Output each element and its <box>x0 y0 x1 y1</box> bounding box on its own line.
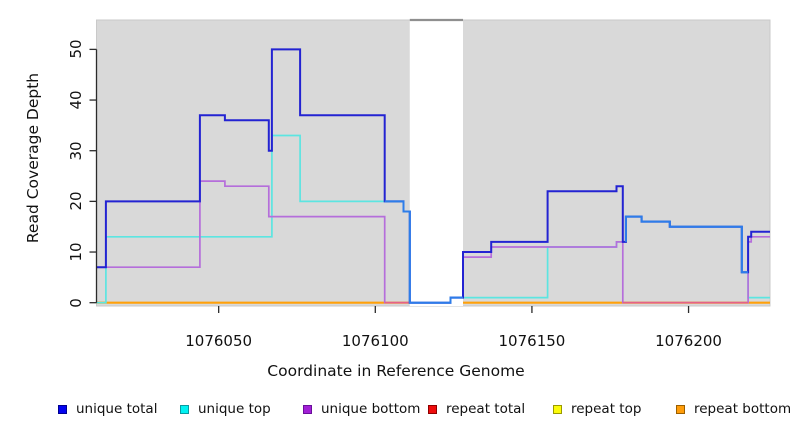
legend-swatch-repeat-total <box>428 404 437 414</box>
legend-swatch-repeat-top <box>553 404 562 414</box>
x-tick-label: 1076200 <box>655 332 722 350</box>
x-tick-label: 1076100 <box>341 332 409 350</box>
y-tick-label: 40 <box>67 90 85 110</box>
legend-item-repeat-total: repeat total <box>428 401 526 417</box>
x-axis-title: Coordinate in Reference Genome <box>267 362 525 380</box>
legend-swatch-unique-total <box>58 404 67 414</box>
legend-label: unique bottom <box>321 401 421 417</box>
masked-region <box>409 19 464 306</box>
legend-item-unique-top: unique top <box>180 401 271 417</box>
overlap-total-top <box>624 215 749 274</box>
legend-label: unique top <box>198 401 271 417</box>
legend-swatch-repeat-bottom <box>676 404 685 414</box>
legend-swatch-unique-bottom <box>303 404 312 414</box>
legend-label: repeat bottom <box>694 401 792 417</box>
legend-item-repeat-top: repeat top <box>553 401 642 417</box>
legend-item-repeat-bottom: repeat bottom <box>676 401 792 417</box>
overlap-total-top <box>384 200 463 304</box>
y-tick-label: 10 <box>67 242 85 262</box>
legend-label: repeat top <box>571 401 642 417</box>
y-axis-title: Read Coverage Depth <box>24 72 42 244</box>
y-tick-label: 0 <box>67 297 85 308</box>
x-tick-label: 1076150 <box>498 332 566 350</box>
y-tick-label: 30 <box>67 141 85 161</box>
legend-label: unique total <box>76 401 158 417</box>
y-tick-label: 20 <box>67 191 85 211</box>
legend-item-unique-bottom: unique bottom <box>303 401 421 417</box>
x-tick-label: 1076050 <box>185 332 253 350</box>
legend-label: repeat total <box>446 401 526 417</box>
y-tick-label: 50 <box>67 39 85 59</box>
series-line-unique-bottom <box>96 180 410 304</box>
legend-swatch-unique-top <box>180 404 189 414</box>
legend-item-unique-total: unique total <box>58 401 158 417</box>
